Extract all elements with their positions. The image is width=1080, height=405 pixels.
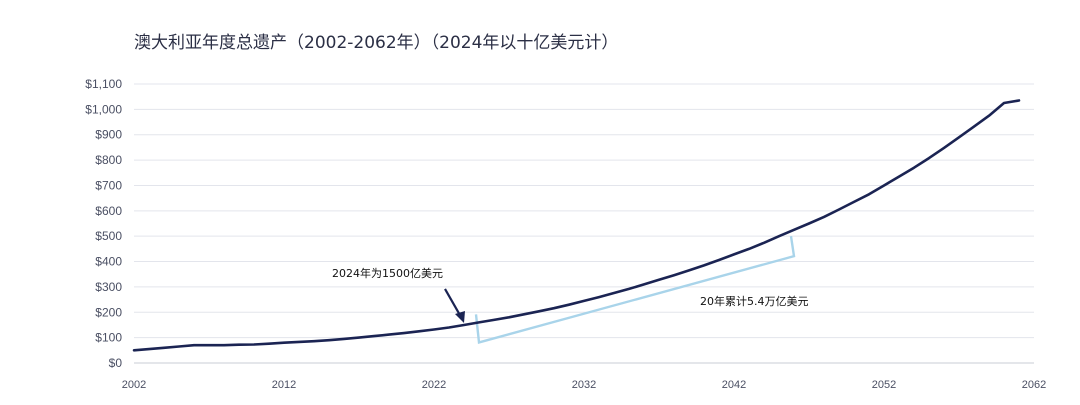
- series-line: [132, 99, 1021, 352]
- y-tick-label: $1,100: [85, 77, 122, 91]
- x-tick-label: 2032: [572, 379, 596, 391]
- annotation-arrowhead: [455, 310, 465, 323]
- y-tick-label: $300: [95, 280, 122, 294]
- annotation-bracket: [474, 236, 796, 344]
- y-tick-label: $100: [95, 331, 122, 345]
- x-tick-label: 2062: [1022, 379, 1046, 391]
- x-tick-label: 2012: [272, 379, 296, 391]
- y-tick-label: $400: [95, 255, 122, 269]
- x-tick-label: 2002: [122, 379, 146, 391]
- y-tick-label: $600: [95, 204, 122, 218]
- annotation-label: 2024年为1500亿美元: [332, 266, 443, 280]
- y-tick-label: $800: [95, 153, 122, 167]
- x-tick-label: 2042: [722, 379, 746, 391]
- y-tick-label: $500: [95, 229, 122, 243]
- y-tick-label: $700: [95, 178, 122, 192]
- annotation-label: 20年累计5.4万亿美元: [700, 294, 809, 308]
- y-tick-label: $200: [95, 305, 122, 319]
- x-tick-label: 2052: [872, 379, 896, 391]
- x-tick-label: 2022: [422, 379, 446, 391]
- chart-title: 澳大利亚年度总遗产（2002-2062年）（2024年以十亿美元计）: [134, 33, 619, 53]
- y-tick-label: $900: [95, 128, 122, 142]
- y-tick-label: $0: [109, 356, 123, 370]
- annotation-arrow: [444, 288, 462, 318]
- y-tick-label: $1,000: [85, 102, 122, 116]
